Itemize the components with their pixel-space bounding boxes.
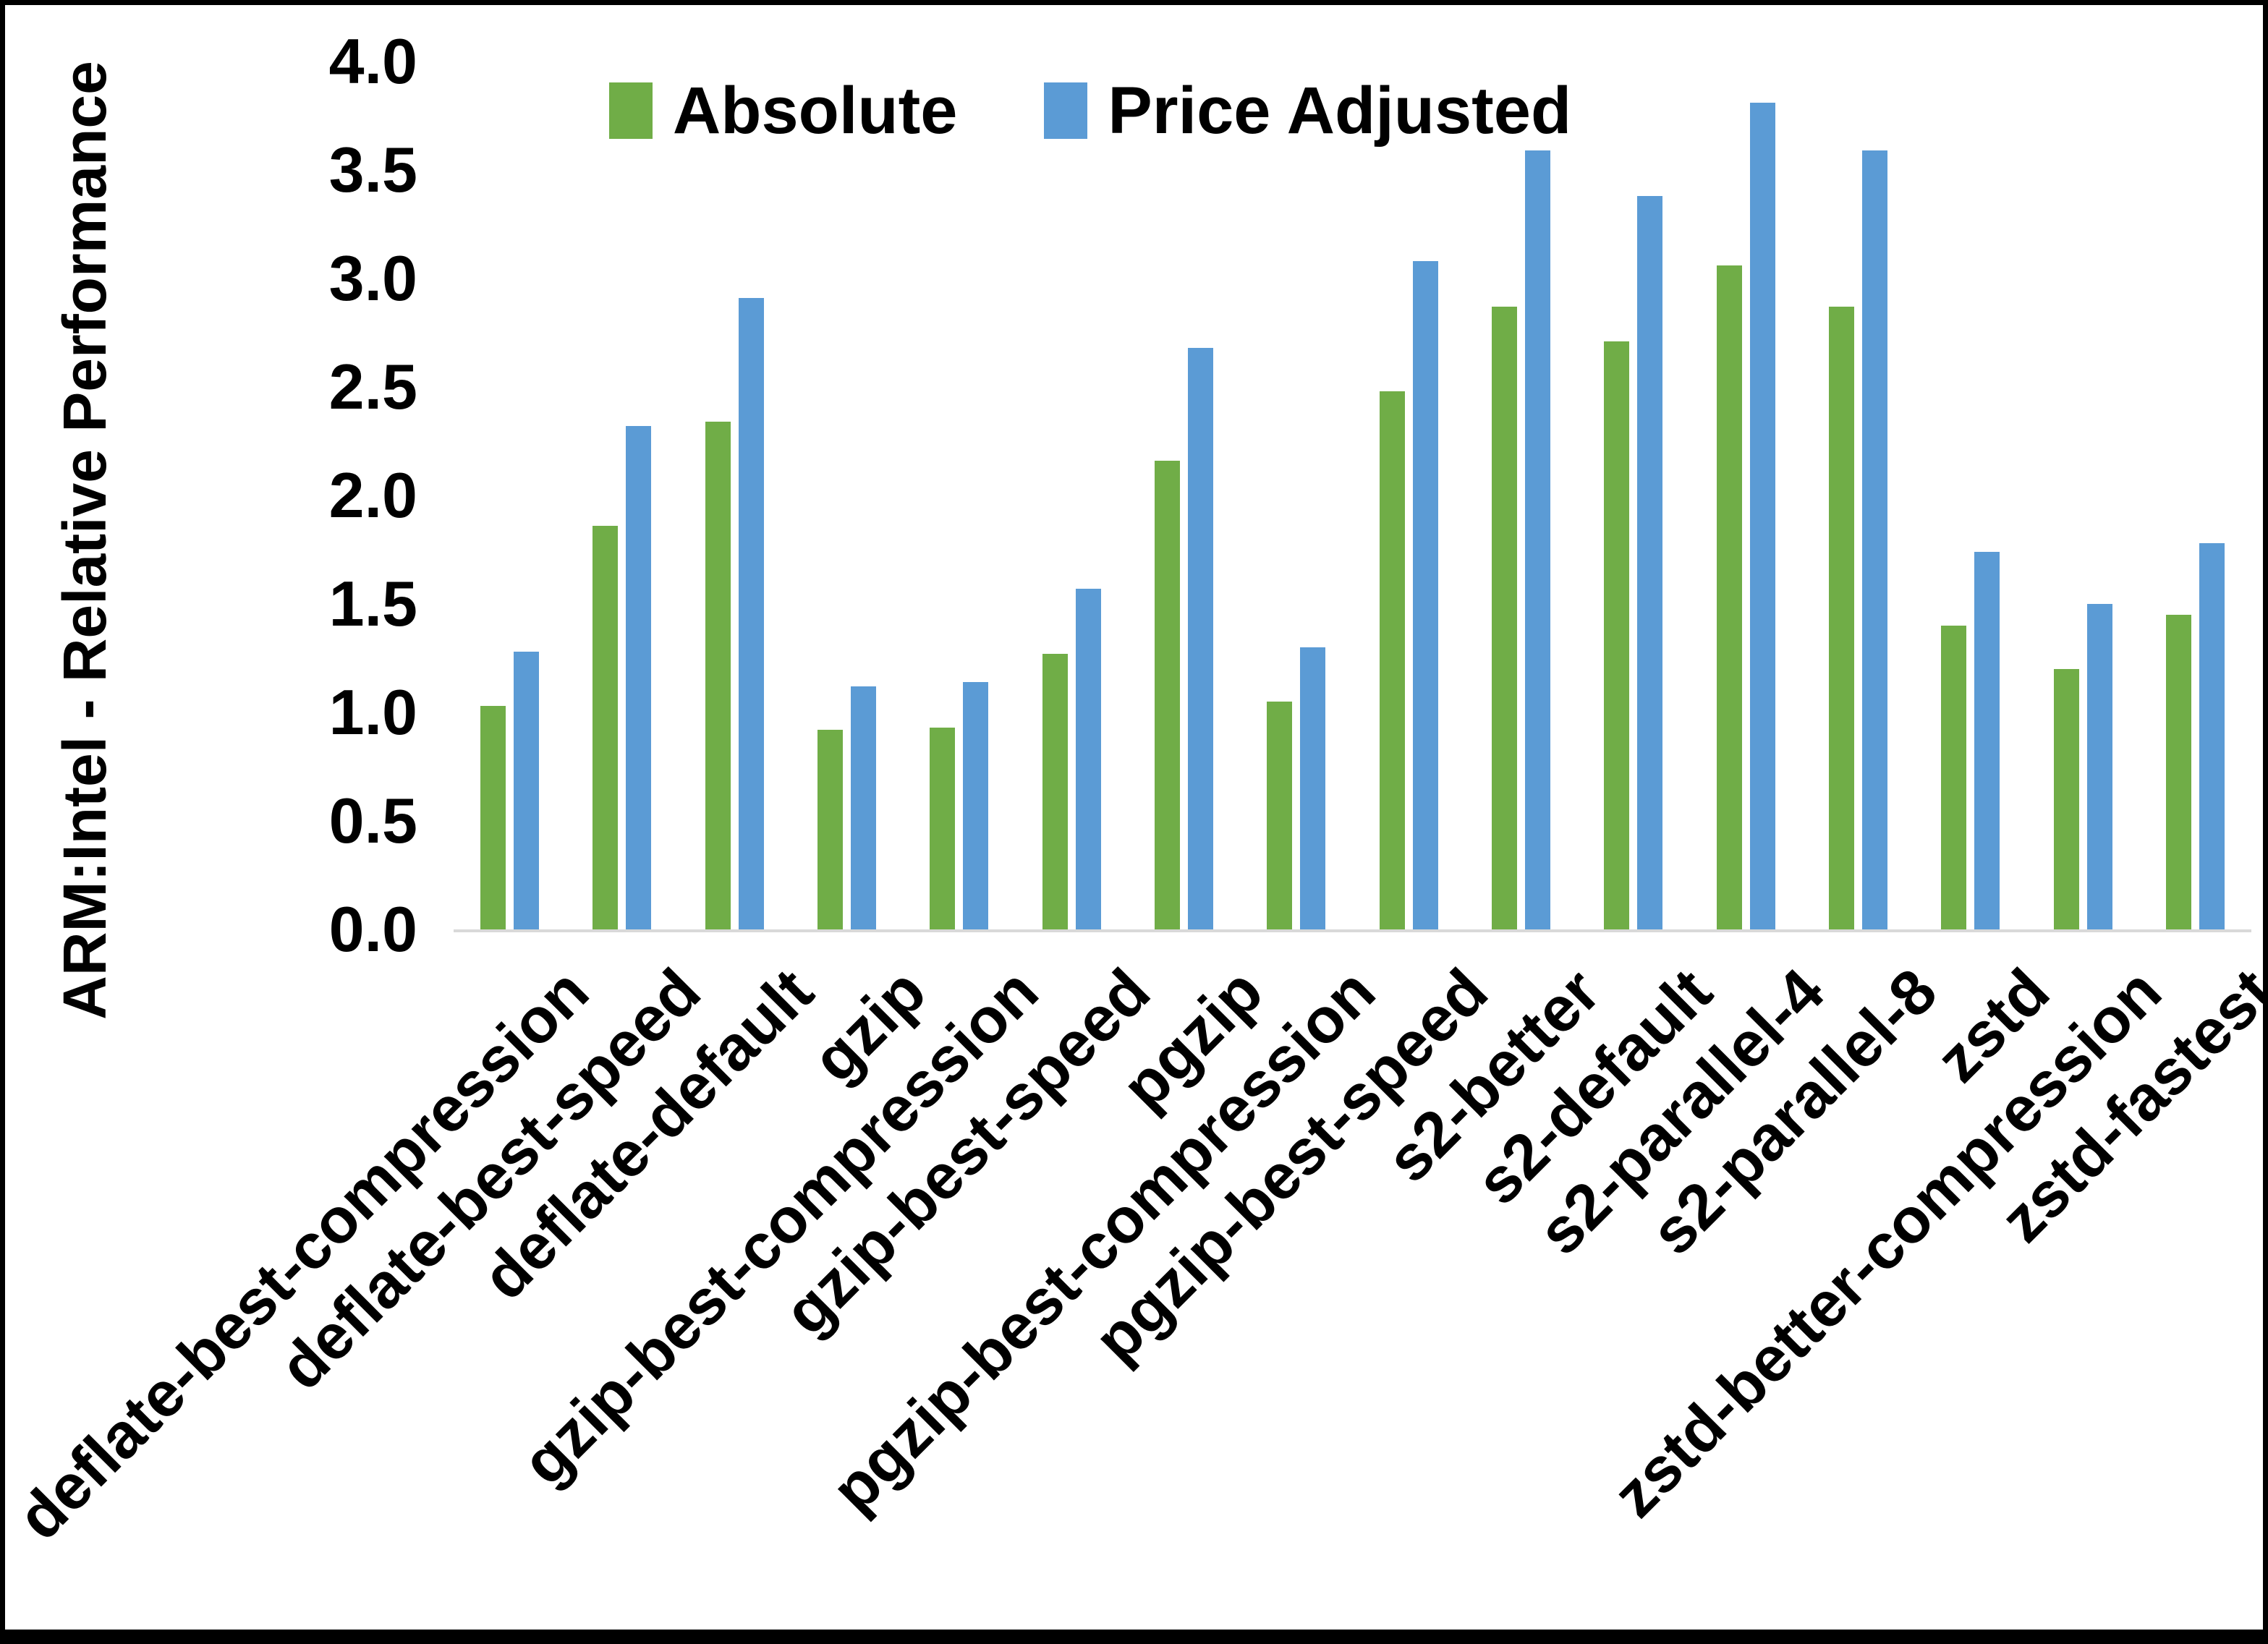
x-axis-label: pgzip-best-speed (1079, 955, 1501, 1376)
bar-absolute (1379, 391, 1405, 929)
y-tick-label: 1.5 (328, 568, 417, 639)
legend-label-absolute: Absolute (672, 74, 958, 148)
bar-price-adjusted (1749, 103, 1775, 929)
bar-price-adjusted (2199, 543, 2225, 929)
x-axis-label: s2-parallel-4 (1524, 955, 1838, 1269)
bar-group (566, 61, 678, 929)
bar-price-adjusted (1188, 348, 1214, 929)
legend-label-price-adjusted: Price Adjusted (1108, 74, 1572, 148)
bar-group (1914, 61, 2026, 929)
bar-group (1016, 61, 1128, 929)
y-tick-label: 3.0 (328, 242, 417, 314)
bar-price-adjusted (1861, 150, 1887, 929)
bar-group (1802, 61, 1914, 929)
x-axis-label: pgzip-best-compression (817, 955, 1389, 1526)
bar-price-adjusted (1075, 589, 1101, 929)
legend-item-absolute: Absolute (608, 74, 958, 148)
bar-group (679, 61, 791, 929)
plot-area (454, 61, 2251, 932)
x-axis-label: pgzip (1108, 955, 1276, 1123)
bar-absolute (1828, 307, 1854, 929)
x-axis-label: gzip (798, 955, 939, 1096)
bar-group (454, 61, 566, 929)
y-tick-label: 4.0 (328, 25, 417, 97)
bar-absolute (1491, 307, 1517, 929)
x-axis-label: zstd-better-compression (1599, 955, 2175, 1531)
y-tick-label: 2.0 (328, 459, 417, 531)
bar-group (2026, 61, 2139, 929)
bar-group (1465, 61, 1577, 929)
x-axis-label: s2-parallel-8 (1636, 955, 1950, 1269)
bar-absolute (1941, 626, 1967, 929)
bar-group (791, 61, 903, 929)
y-tick-label: 0.0 (328, 893, 417, 965)
x-axis-label: zstd (1921, 955, 2063, 1096)
bar-group (1353, 61, 1465, 929)
bar-price-adjusted (1637, 196, 1663, 929)
y-tick-label: 1.0 (328, 676, 417, 748)
x-axis-label: deflate-best-speed (266, 955, 715, 1403)
y-axis-title: ARM:Intel - Relative Performance (51, 61, 119, 1020)
legend-swatch-price-adjusted (1044, 82, 1088, 139)
legend-item-price-adjusted: Price Adjusted (1044, 77, 1571, 144)
bar-absolute (2165, 615, 2191, 929)
bar-absolute (1155, 461, 1181, 929)
legend-swatch-absolute (608, 82, 653, 139)
y-tick-label: 2.5 (328, 351, 417, 422)
x-axis-label: s2-default (1462, 955, 1725, 1219)
x-axis-label: gzip-best-compression (507, 955, 1052, 1499)
bar-absolute (2053, 669, 2079, 929)
bar-absolute (1716, 265, 1742, 929)
bar-group (2139, 61, 2251, 929)
bar-absolute (705, 422, 731, 929)
bar-price-adjusted (1412, 261, 1438, 929)
x-axis-label: gzip-best-speed (770, 955, 1164, 1348)
bar-absolute (480, 706, 506, 929)
bar-price-adjusted (738, 298, 764, 929)
y-tick-label: 0.5 (328, 785, 417, 856)
bar-price-adjusted (1524, 150, 1550, 929)
x-axis-label: zstd-fastest (1986, 955, 2268, 1256)
x-axis-label: deflate-default (468, 955, 827, 1313)
bar-price-adjusted (1974, 552, 2000, 929)
bar-group (1577, 61, 1689, 929)
bar-absolute (817, 730, 844, 929)
bar-price-adjusted (626, 426, 652, 929)
x-axis-label: s2-better (1372, 955, 1613, 1196)
legend: Absolute Price Adjusted (5, 77, 2175, 144)
bar-price-adjusted (514, 652, 540, 929)
bar-group (1128, 61, 1240, 929)
bar-group (903, 61, 1015, 929)
bar-absolute (593, 526, 619, 929)
bar-absolute (1267, 702, 1293, 929)
bar-absolute (1604, 341, 1630, 929)
bar-price-adjusted (1300, 647, 1326, 929)
bar-group (1240, 61, 1352, 929)
bar-price-adjusted (851, 686, 877, 929)
y-tick-label: 3.5 (328, 134, 417, 205)
bar-absolute (930, 728, 956, 929)
bar-group (1689, 61, 1801, 929)
bar-price-adjusted (963, 682, 989, 929)
bar-absolute (1042, 654, 1068, 929)
bar-price-adjusted (2086, 604, 2112, 929)
